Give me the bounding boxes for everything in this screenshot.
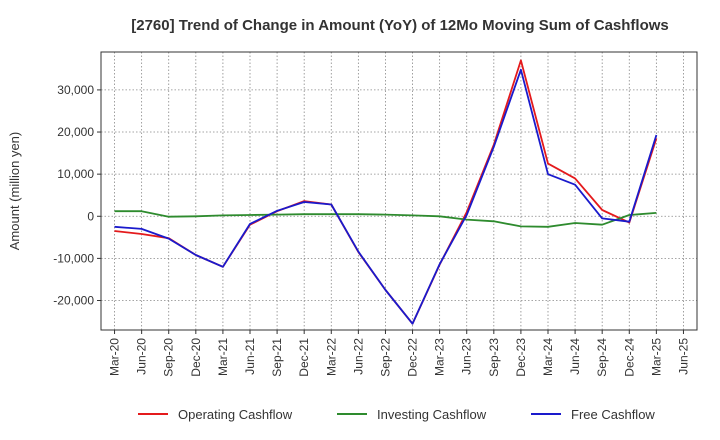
x-tick-label: Dec-20 xyxy=(189,338,203,377)
x-tick-label: Jun-25 xyxy=(676,338,690,375)
x-tick-label: Mar-25 xyxy=(649,338,663,376)
y-tick-label: 10,000 xyxy=(57,167,94,181)
x-tick-label: Sep-22 xyxy=(378,338,392,377)
y-tick-label: 0 xyxy=(87,209,94,223)
x-tick-label: Sep-23 xyxy=(487,338,501,377)
x-tick-label: Dec-21 xyxy=(297,338,311,377)
chart-title: [2760] Trend of Change in Amount (YoY) o… xyxy=(131,17,669,34)
x-tick-label: Jun-22 xyxy=(351,338,365,375)
x-tick-label: Mar-21 xyxy=(216,338,230,376)
free-cashflow-line xyxy=(114,68,658,325)
x-tick-label: Mar-23 xyxy=(433,338,447,376)
y-tick-label: -20,000 xyxy=(53,294,94,308)
x-tick-label: Mar-20 xyxy=(108,338,122,376)
x-tick-label: Dec-22 xyxy=(406,338,420,377)
y-tick-label: 20,000 xyxy=(57,125,94,139)
x-tick-label: Jun-21 xyxy=(243,338,257,375)
x-tick-label: Jun-20 xyxy=(135,338,149,375)
legend: Operating Cashflow Investing Cashflow Free… xyxy=(138,407,655,422)
x-tick-label: Sep-24 xyxy=(595,338,609,377)
y-axis-ticks: -20,000 -10,000 0 10,000 20,000 30,000 xyxy=(53,83,101,308)
y-tick-label: -10,000 xyxy=(53,251,94,265)
y-tick-label: 30,000 xyxy=(57,83,94,97)
investing-cashflow-line xyxy=(114,210,657,228)
x-tick-label: Sep-21 xyxy=(270,338,284,377)
series-lines xyxy=(114,59,658,325)
x-tick-label: Jun-23 xyxy=(460,338,474,375)
plot-area xyxy=(100,51,698,331)
operating-cashflow-legend-label: Operating Cashflow xyxy=(178,407,293,422)
x-tick-label: Sep-20 xyxy=(162,338,176,377)
grid-lines xyxy=(101,52,697,330)
x-tick-label: Mar-22 xyxy=(324,338,338,376)
x-tick-label: Jun-24 xyxy=(568,338,582,375)
y-axis-label: Amount (million yen) xyxy=(7,132,22,251)
x-axis-ticks: Mar-20 Jun-20 Sep-20 Dec-20 Mar-21 Jun-21 Sep-… xyxy=(108,330,690,377)
x-tick-label: Dec-24 xyxy=(622,338,636,377)
investing-cashflow-legend-label: Investing Cashflow xyxy=(377,407,487,422)
free-cashflow-legend-label: Free Cashflow xyxy=(571,407,655,422)
x-tick-label: Mar-24 xyxy=(541,338,555,376)
x-tick-label: Dec-23 xyxy=(514,338,528,377)
